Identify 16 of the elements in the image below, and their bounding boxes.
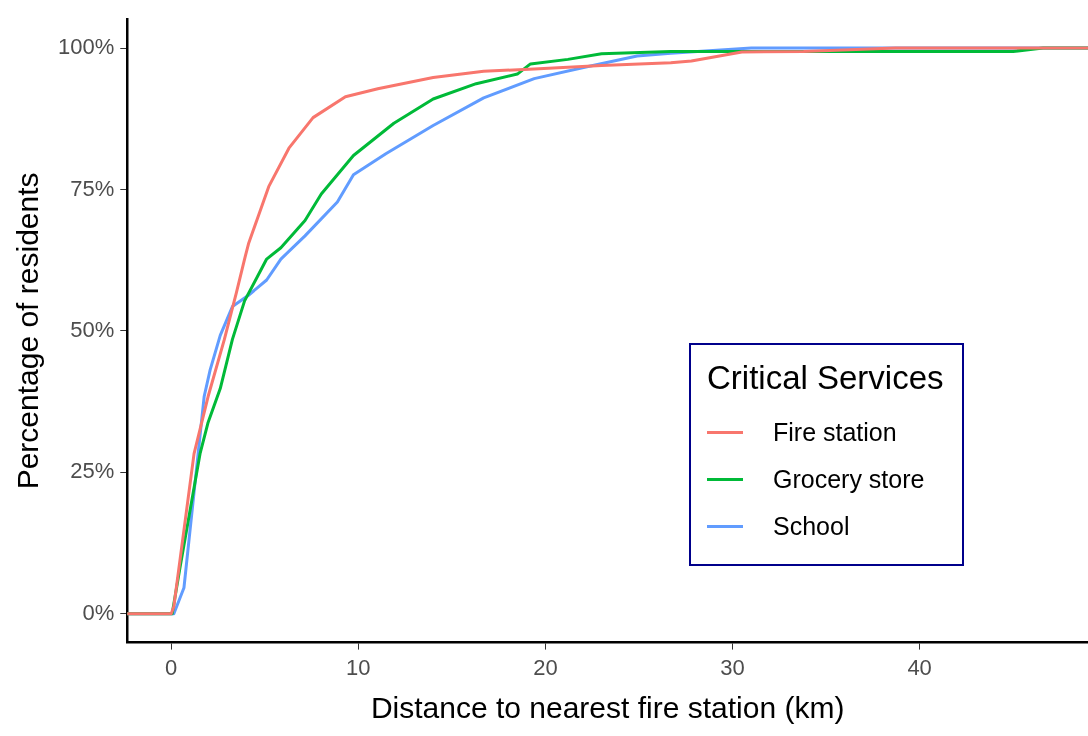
x-tick-label: 20 <box>533 654 558 680</box>
y-tick-label: 25% <box>70 458 115 484</box>
x-axis-title: Distance to nearest fire station (km) <box>370 691 845 725</box>
legend-label: Grocery store <box>773 464 925 494</box>
legend-label: School <box>773 511 850 541</box>
x-tick-label: 0 <box>165 654 178 680</box>
legend-label: Fire station <box>773 417 897 447</box>
y-tick-label: 50% <box>70 316 115 342</box>
y-axis-title: Percentage of residents <box>11 172 45 490</box>
y-tick-label: 0% <box>82 599 115 625</box>
x-tick-label: 30 <box>720 654 745 680</box>
x-tick-label: 10 <box>346 654 371 680</box>
x-tick-label: 40 <box>907 654 932 680</box>
y-tick-label: 100% <box>57 34 115 60</box>
legend-title: Critical Services <box>707 358 944 397</box>
y-tick-label: 75% <box>70 175 115 201</box>
